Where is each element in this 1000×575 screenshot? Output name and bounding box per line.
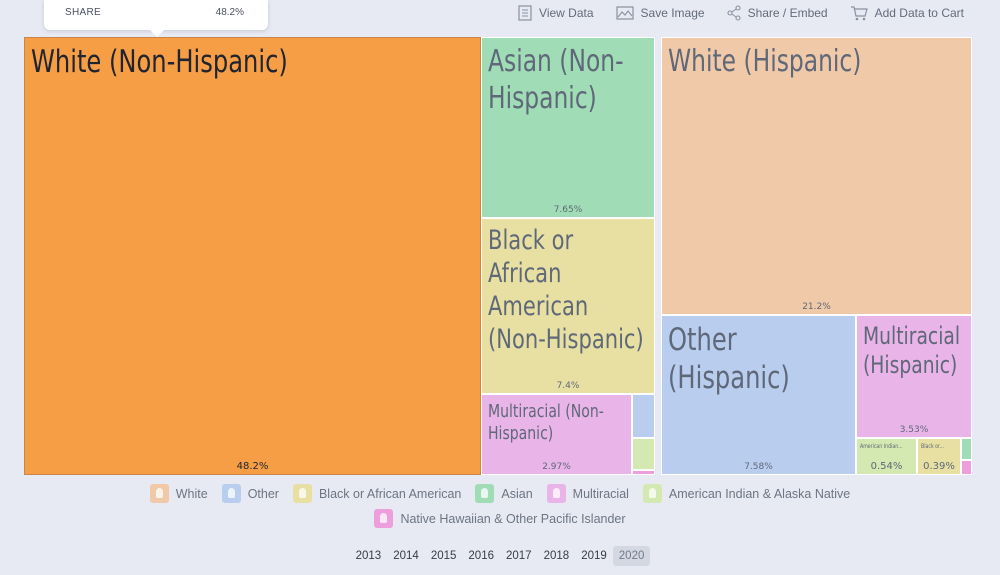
treemap-cell-value: 7.65% xyxy=(553,205,583,215)
legend-item-other[interactable]: Other xyxy=(221,484,279,503)
legend-label: Native Hawaiian & Other Pacific Islander xyxy=(400,511,626,526)
add-to-cart-label: Add Data to Cart xyxy=(874,6,964,20)
tooltip-pointer xyxy=(150,30,164,37)
person-icon xyxy=(642,484,662,503)
treemap-cell-value: 7.58% xyxy=(744,462,773,472)
person-icon xyxy=(221,484,241,503)
view-data-label: View Data xyxy=(539,6,594,20)
year-2018[interactable]: 2018 xyxy=(543,550,570,562)
treemap-cell[interactable] xyxy=(632,470,655,475)
treemap-cell-value: 0.39% xyxy=(923,461,955,472)
treemap-cell[interactable] xyxy=(961,460,972,475)
treemap-cell-label: White (Non-Hispanic) xyxy=(31,44,288,80)
year-2014[interactable]: 2014 xyxy=(393,550,419,562)
legend-label: Black or African American xyxy=(318,486,462,501)
save-image-label: Save Image xyxy=(640,6,705,20)
legend-item-multiracial[interactable]: Multiracial xyxy=(546,484,629,503)
image-icon xyxy=(615,6,634,20)
legend-label: Multiracial xyxy=(572,486,629,501)
treemap-cell-label: Asian (Non-Hispanic) xyxy=(488,44,624,116)
document-icon xyxy=(518,5,532,21)
cart-icon xyxy=(850,6,868,21)
view-data-button[interactable]: View Data xyxy=(518,5,594,21)
treemap-cell-value: 3.53% xyxy=(899,425,929,435)
treemap-cell[interactable]: Black or African American (Non-Hispanic)… xyxy=(481,218,655,394)
person-icon xyxy=(292,484,312,503)
treemap-cell[interactable]: White (Hispanic) 21.2% xyxy=(661,37,972,315)
treemap-cell[interactable]: Multiracial (Non-Hispanic) 2.97% xyxy=(481,394,632,475)
tooltip-key: SHARE xyxy=(65,7,101,18)
year-selector: 2013 2014 2015 2016 2017 2018 2019 2020 xyxy=(0,546,1000,566)
share-embed-button[interactable]: Share / Embed xyxy=(727,5,828,21)
treemap-cell[interactable] xyxy=(632,394,655,438)
treemap-cell[interactable]: White (Non-Hispanic) 48.2% xyxy=(24,37,481,475)
legend-item-native-hawaiian[interactable]: Native Hawaiian & Other Pacific Islander xyxy=(374,509,626,528)
treemap-cell-label: American Indian... xyxy=(860,443,903,450)
year-2019[interactable]: 2019 xyxy=(581,550,607,562)
treemap-cell-label: Multiracial (Hispanic) xyxy=(863,322,961,380)
toolbar: View Data Save Image Share / Embed Add D… xyxy=(518,4,964,22)
year-2020[interactable]: 2020 xyxy=(612,546,651,566)
treemap-cell-value: 21.2% xyxy=(802,302,831,312)
legend-item-white[interactable]: White xyxy=(149,484,208,503)
treemap-cell-label: Other (Hispanic) xyxy=(668,322,790,396)
person-icon xyxy=(546,484,566,503)
legend-item-american-indian[interactable]: American Indian & Alaska Native xyxy=(642,484,851,503)
treemap-cell-label: White (Hispanic) xyxy=(668,44,862,79)
treemap-cell[interactable] xyxy=(961,438,972,460)
year-2017[interactable]: 2017 xyxy=(506,550,532,562)
legend-row: Native Hawaiian & Other Pacific Islander xyxy=(0,509,1000,528)
tooltip-value: 48.2% xyxy=(215,7,244,18)
share-embed-label: Share / Embed xyxy=(747,6,828,20)
legend-item-asian[interactable]: Asian xyxy=(475,484,533,503)
treemap-cell-label: Black or African American (Non-Hispanic) xyxy=(488,225,644,355)
person-icon xyxy=(475,484,495,503)
treemap-cell-value: 48.2% xyxy=(236,461,269,472)
person-icon xyxy=(374,509,394,528)
legend-label: Other xyxy=(247,486,279,501)
treemap-cell-label: Black or... xyxy=(921,443,944,450)
treemap-cell[interactable]: Multiracial (Hispanic) 3.53% xyxy=(856,315,972,438)
save-image-button[interactable]: Save Image xyxy=(615,6,705,20)
legend-label: Asian xyxy=(501,486,533,501)
legend-item-black[interactable]: Black or African American xyxy=(292,484,462,503)
treemap-chart: White (Non-Hispanic) 48.2% Asian (Non-Hisp… xyxy=(24,37,972,475)
legend: White Other Black or African American As… xyxy=(0,484,1000,534)
treemap-cell-label: Multiracial (Non-Hispanic) xyxy=(488,401,604,444)
treemap-cell[interactable] xyxy=(632,438,655,470)
treemap-cell-value: 2.97% xyxy=(542,462,571,472)
treemap-cell[interactable]: Black or... 0.39% xyxy=(917,438,961,475)
legend-row: White Other Black or African American As… xyxy=(0,484,1000,503)
legend-label: American Indian & Alaska Native xyxy=(668,486,851,501)
tooltip: SHARE 48.2% xyxy=(44,0,268,37)
year-2015[interactable]: 2015 xyxy=(430,550,457,562)
legend-label: White xyxy=(175,486,208,501)
year-2013[interactable]: 2013 xyxy=(355,550,382,562)
share-icon xyxy=(727,5,741,21)
treemap-cell-value: 0.54% xyxy=(870,461,903,472)
treemap-cell[interactable]: American Indian... 0.54% xyxy=(856,438,917,475)
person-icon xyxy=(149,484,169,503)
add-to-cart-button[interactable]: Add Data to Cart xyxy=(850,5,964,21)
year-2016[interactable]: 2016 xyxy=(468,550,494,562)
treemap-cell[interactable]: Asian (Non-Hispanic) 7.65% xyxy=(481,37,655,218)
treemap-cell[interactable]: Other (Hispanic) 7.58% xyxy=(661,315,856,475)
treemap-cell-value: 7.4% xyxy=(556,381,580,391)
